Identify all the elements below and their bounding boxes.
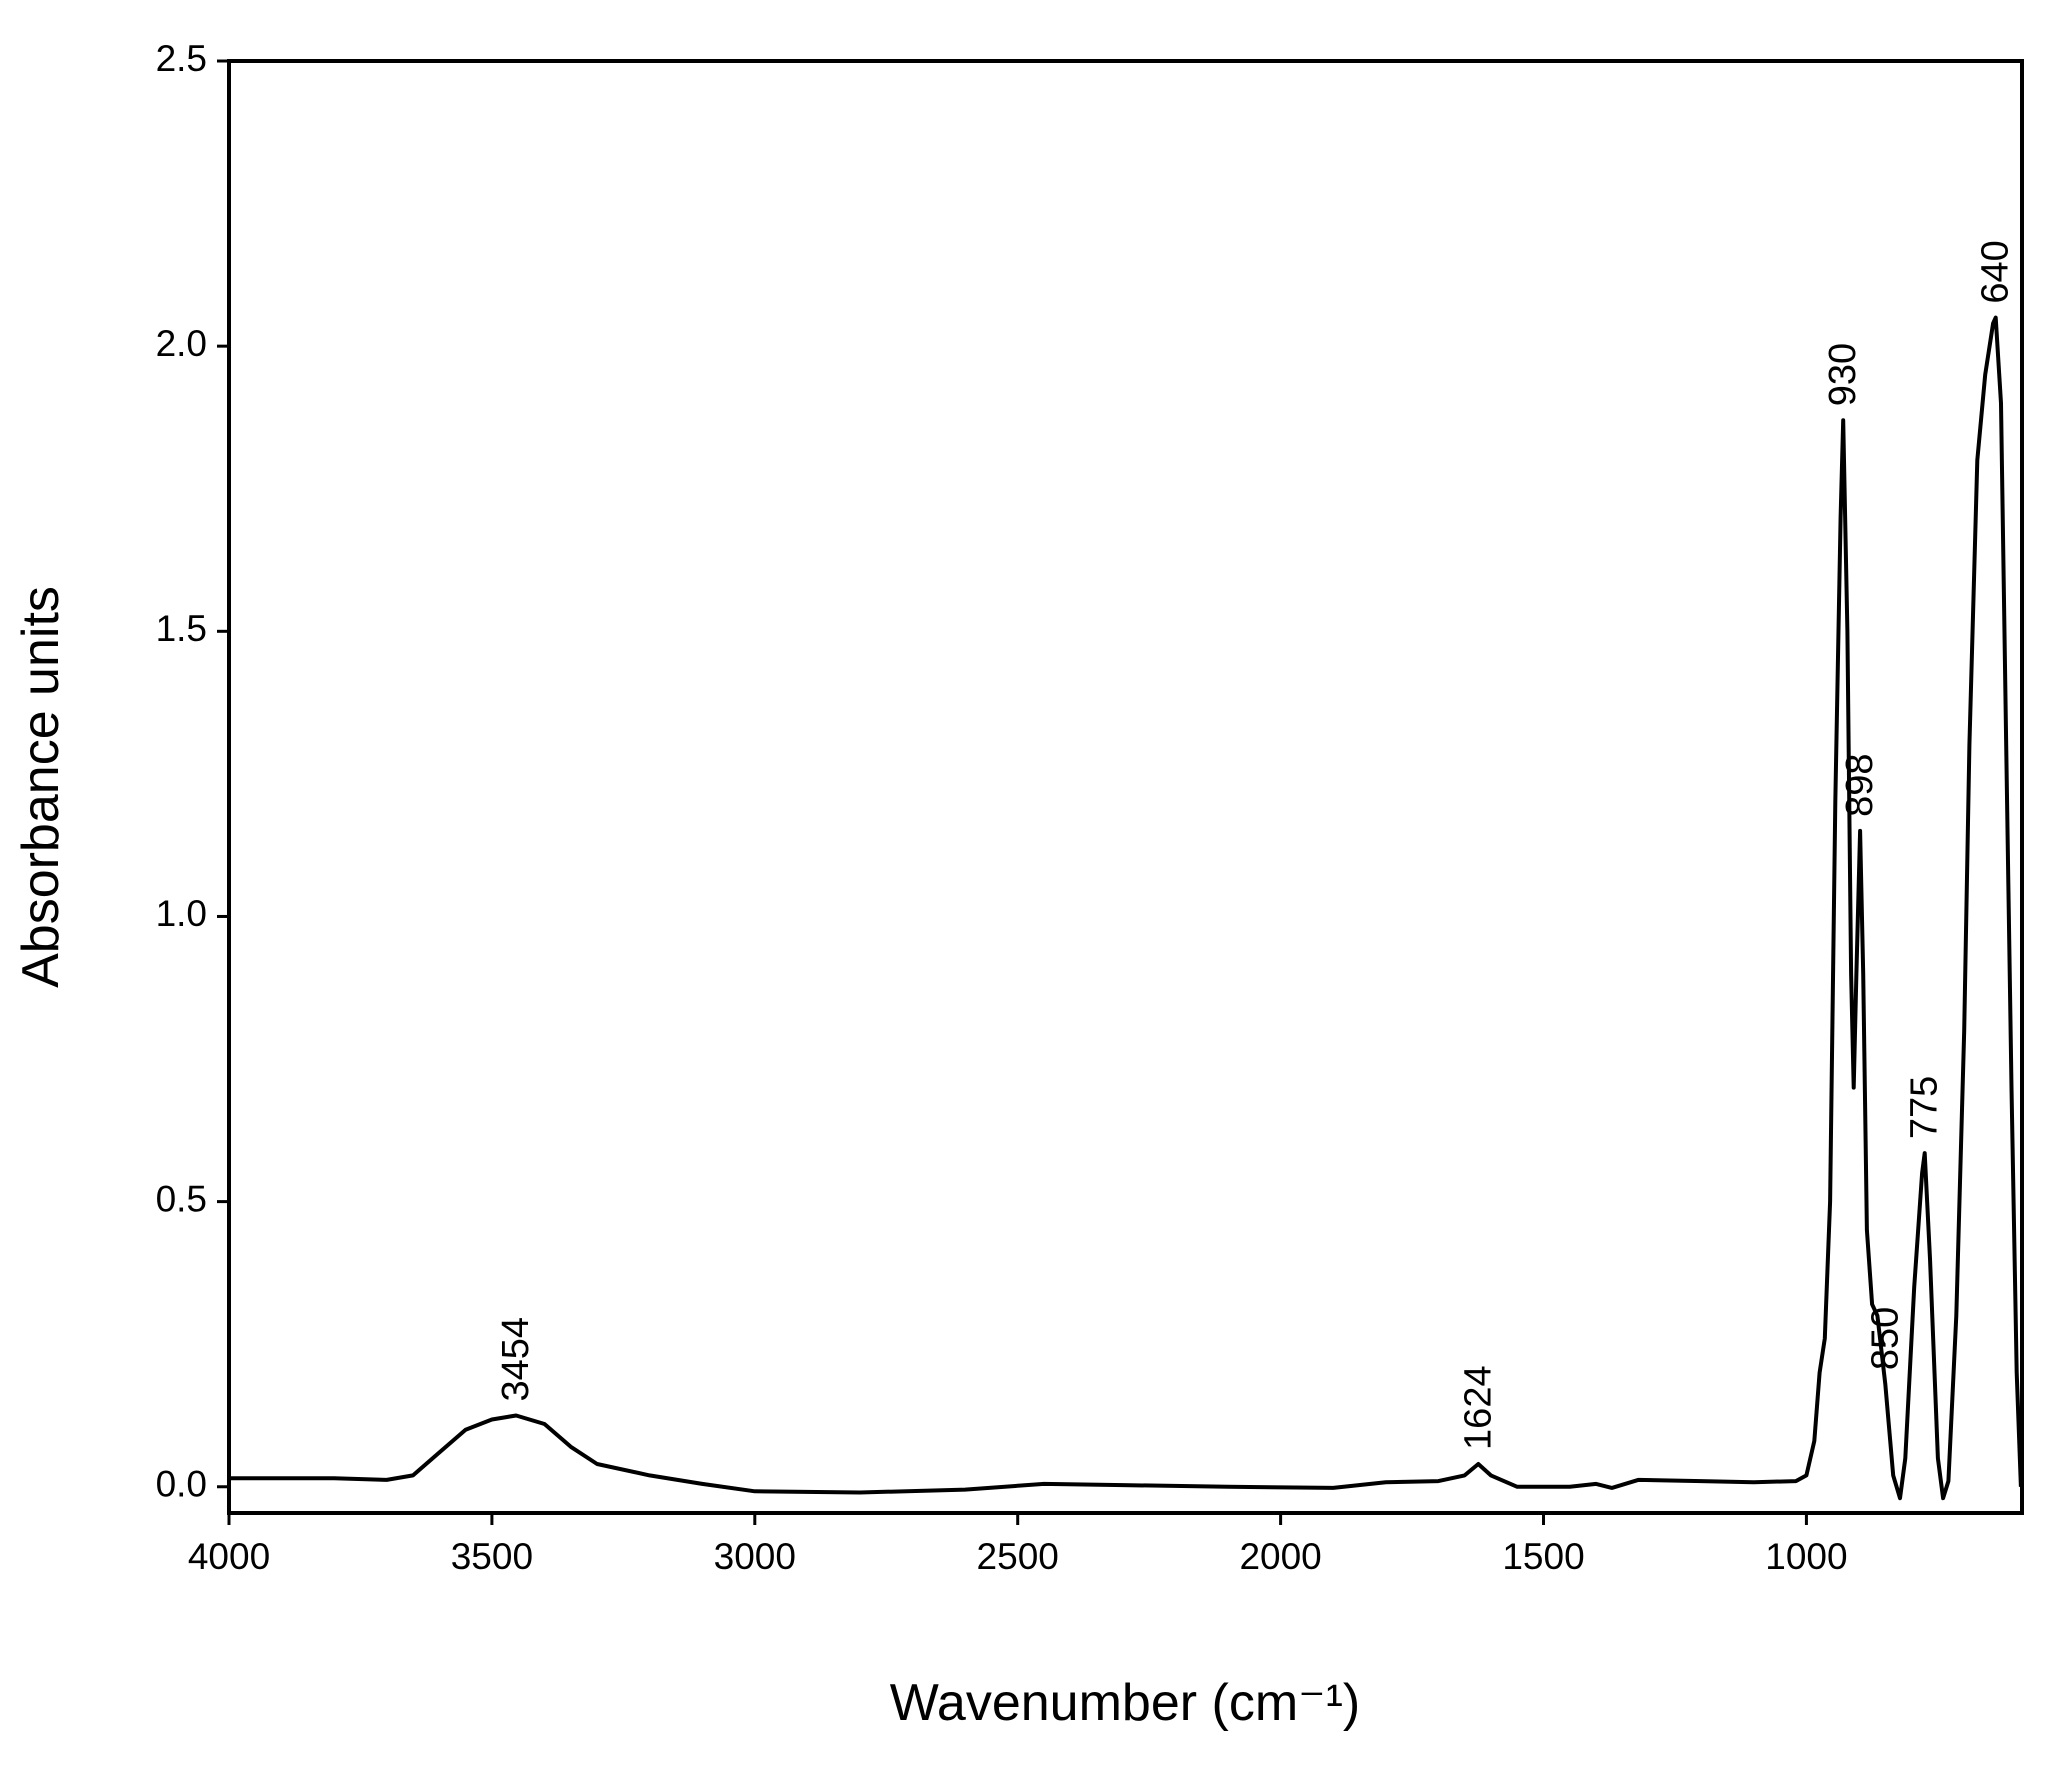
x-tick-label: 2000 bbox=[1239, 1536, 1321, 1577]
x-tick-label: 1500 bbox=[1502, 1536, 1584, 1577]
x-tick-label: 3500 bbox=[451, 1536, 533, 1577]
peak-label: 775 bbox=[1904, 1076, 1946, 1139]
y-tick-label: 0.0 bbox=[156, 1464, 207, 1505]
y-tick-label: 1.0 bbox=[156, 893, 207, 934]
peak-label: 3454 bbox=[495, 1317, 537, 1402]
peak-label: 850 bbox=[1864, 1307, 1906, 1370]
plot-frame bbox=[227, 59, 2024, 1515]
y-tick-label: 2.0 bbox=[156, 323, 207, 364]
y-tick-label: 2.5 bbox=[156, 38, 207, 79]
peak-label: 898 bbox=[1839, 754, 1881, 817]
y-axis-label: Absorbance units bbox=[12, 586, 70, 988]
x-tick-label: 1000 bbox=[1765, 1536, 1847, 1577]
x-tick-label: 4000 bbox=[188, 1536, 270, 1577]
x-tick-label: 3000 bbox=[714, 1536, 796, 1577]
y-tick-label: 0.5 bbox=[156, 1178, 207, 1219]
peak-label: 640 bbox=[1975, 240, 2017, 303]
peak-label: 1624 bbox=[1457, 1365, 1499, 1450]
spectrum-line bbox=[229, 315, 2023, 1501]
peak-label: 930 bbox=[1822, 343, 1864, 406]
x-tick-label: 2500 bbox=[977, 1536, 1059, 1577]
x-axis-label: Wavenumber (cm⁻¹) bbox=[890, 1674, 1360, 1732]
y-tick-label: 1.5 bbox=[156, 608, 207, 649]
